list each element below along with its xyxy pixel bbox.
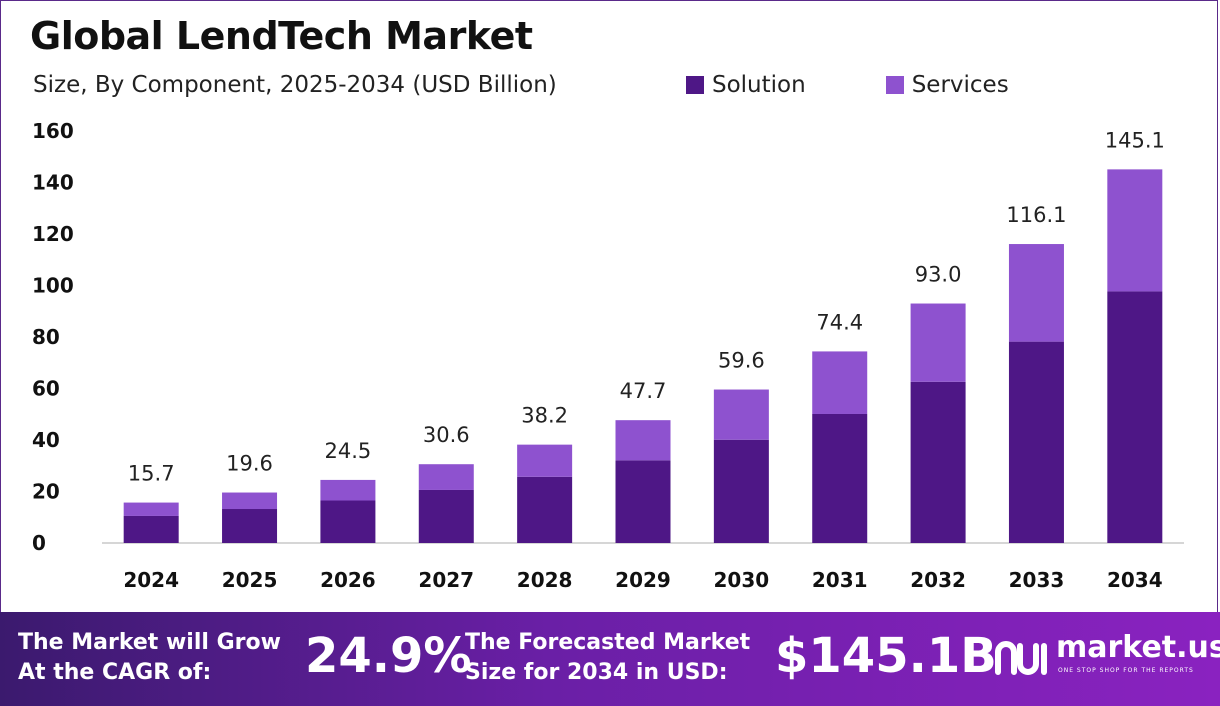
legend-label-services: Services — [911, 72, 1009, 98]
market-us-logo-icon — [995, 641, 1047, 675]
x-tick-label: 2033 — [1009, 568, 1065, 592]
y-tick-label: 0 — [32, 531, 46, 555]
bar-total-label: 74.4 — [816, 310, 863, 334]
bar-segment-solution — [517, 476, 573, 543]
legend-swatch-solution — [686, 76, 704, 94]
forecast-label: The Forecasted Market Size for 2034 in U… — [465, 628, 750, 688]
y-tick-label: 140 — [32, 171, 74, 195]
y-tick-label: 60 — [32, 377, 60, 401]
bar-segment-solution — [123, 515, 179, 543]
bar-total-label: 145.1 — [1105, 128, 1165, 152]
bar-segment-services — [812, 351, 868, 414]
cagr-label-line1: The Market will Grow — [18, 630, 281, 655]
bar-segment-services — [123, 502, 179, 516]
x-tick-label: 2031 — [812, 568, 868, 592]
chart-subtitle: Size, By Component, 2025-2034 (USD Billi… — [33, 72, 557, 98]
legend-item-services: Services — [885, 72, 1009, 98]
bar-segment-services — [910, 303, 966, 382]
bar-segment-services — [418, 464, 474, 490]
bar-segment-solution — [418, 489, 474, 543]
y-tick-label: 40 — [32, 428, 60, 452]
bar-total-label: 116.1 — [1006, 203, 1066, 227]
legend-label-solution: Solution — [712, 72, 806, 98]
bar-segment-services — [222, 492, 278, 510]
brand-name: market.us — [1056, 630, 1220, 665]
y-tick-label: 120 — [32, 222, 74, 246]
forecast-value: $145.1B — [775, 628, 997, 684]
x-tick-label: 2034 — [1107, 568, 1163, 592]
cagr-label-line2: At the CAGR of: — [18, 660, 212, 685]
bar-segment-services — [1107, 169, 1163, 292]
cagr-value: 24.9% — [305, 628, 472, 684]
bar-segment-solution — [615, 460, 671, 543]
y-tick-label: 80 — [32, 325, 60, 349]
y-tick-label: 160 — [32, 119, 74, 143]
x-tick-label: 2024 — [123, 568, 179, 592]
bar-total-label: 24.5 — [325, 439, 372, 463]
bar-segment-solution — [222, 509, 278, 543]
bar-total-label: 15.7 — [128, 462, 175, 486]
forecast-label-line2: Size for 2034 in USD: — [465, 660, 728, 685]
x-tick-label: 2029 — [615, 568, 671, 592]
x-tick-label: 2032 — [910, 568, 966, 592]
brand-tagline: ONE STOP SHOP FOR THE REPORTS — [1058, 667, 1194, 674]
x-tick-label: 2027 — [418, 568, 474, 592]
x-tick-label: 2028 — [517, 568, 573, 592]
chart-title: Global LendTech Market — [30, 14, 533, 58]
bar-segment-solution — [713, 439, 769, 543]
forecast-label-line1: The Forecasted Market — [465, 630, 751, 655]
bar-segment-solution — [320, 500, 376, 543]
x-tick-label: 2025 — [222, 568, 278, 592]
bar-segment-services — [1008, 244, 1064, 342]
bar-total-label: 93.0 — [915, 263, 962, 287]
x-tick-label: 2030 — [714, 568, 770, 592]
bar-segment-services — [320, 479, 376, 501]
bar-segment-solution — [910, 381, 966, 543]
bar-segment-services — [517, 444, 573, 477]
chart-legend: Solution Services — [686, 72, 1009, 98]
bar-total-label: 19.6 — [226, 452, 273, 476]
x-tick-label: 2026 — [320, 568, 376, 592]
bar-segment-solution — [1008, 341, 1064, 543]
legend-swatch-services — [885, 76, 904, 94]
bar-total-label: 38.2 — [521, 404, 568, 428]
bar-total-label: 59.6 — [718, 349, 765, 373]
bar-segment-services — [615, 420, 671, 461]
bar-total-label: 30.6 — [423, 423, 470, 447]
legend-item-solution: Solution — [686, 72, 806, 98]
bar-total-label: 47.7 — [620, 379, 667, 403]
bar-segment-services — [713, 389, 769, 440]
cagr-label: The Market will Grow At the CAGR of: — [18, 628, 281, 688]
y-tick-label: 100 — [32, 274, 74, 298]
bar-segment-solution — [812, 413, 868, 543]
bar-chart: 0 20 40 60 80 100 120 140 160 15.7 2024 19.6 2025 24.… — [32, 119, 1184, 592]
y-tick-label: 20 — [32, 480, 60, 504]
bar-segment-solution — [1107, 291, 1163, 543]
